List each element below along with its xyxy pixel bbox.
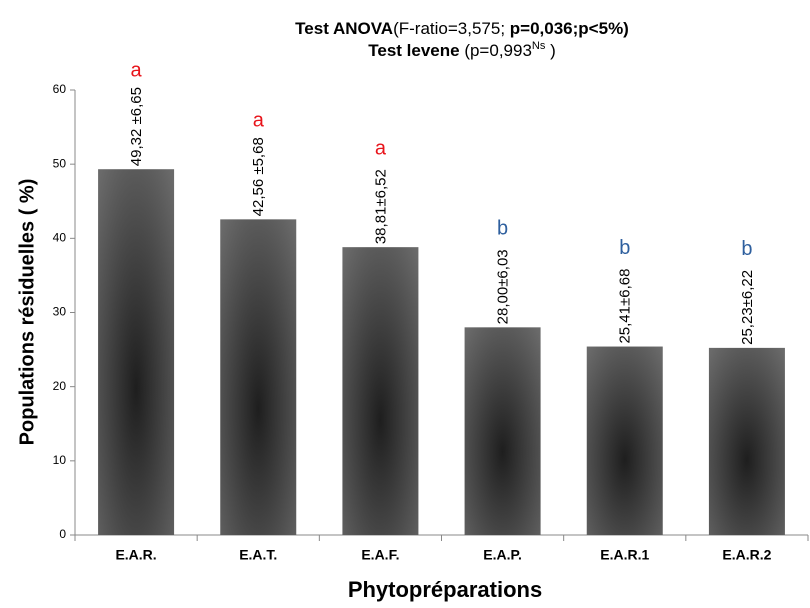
title-part: ): [545, 41, 555, 60]
y-tick-label: 10: [53, 453, 67, 467]
value-label: 25,23±6,22: [739, 270, 756, 345]
bar: [586, 346, 663, 535]
group-letter: a: [253, 110, 265, 132]
x-tick-label: E.A.F.: [361, 547, 399, 563]
title-part: Ns: [532, 40, 546, 52]
chart-title: Test ANOVA(F-ratio=3,575; p=0,036;p<5%): [295, 19, 629, 38]
y-axis-label: Populations résiduelles ( %): [16, 179, 38, 446]
value-label: 42,56 ±5,68: [250, 137, 267, 216]
title-part: (p=0,993: [460, 41, 532, 60]
value-label: 49,32 ±6,65: [128, 87, 145, 166]
group-letter: b: [497, 218, 508, 240]
bar: [342, 247, 419, 535]
group-letter: a: [131, 59, 143, 81]
bar: [220, 219, 297, 535]
title-part: Test levene: [368, 41, 459, 60]
x-axis-label: Phytopréparations: [348, 577, 542, 602]
y-tick-label: 30: [53, 305, 67, 319]
group-letter: b: [741, 238, 752, 260]
bar: [464, 327, 541, 535]
x-tick-label: E.A.R.: [115, 547, 156, 563]
group-letter: b: [619, 237, 630, 259]
x-tick-label: E.A.R.2: [722, 547, 771, 563]
y-tick-label: 50: [53, 156, 67, 170]
title-part: p=0,036;p<5%): [510, 19, 629, 38]
value-label: 25,41±6,68: [617, 269, 634, 344]
title-part: Test ANOVA: [295, 19, 393, 38]
group-letter: a: [375, 137, 387, 159]
y-tick-label: 40: [53, 231, 67, 245]
value-label: 38,81±6,52: [372, 169, 389, 244]
y-tick-label: 0: [59, 527, 66, 541]
chart-subtitle: Test levene (p=0,993Ns ): [368, 40, 556, 61]
y-tick-label: 60: [53, 82, 67, 96]
value-label: 28,00±6,03: [495, 249, 512, 324]
bar: [708, 347, 785, 535]
bar: [98, 169, 175, 535]
y-tick-label: 20: [53, 379, 67, 393]
x-tick-label: E.A.T.: [239, 547, 277, 563]
title-part: (F-ratio=3,575;: [393, 19, 510, 38]
x-tick-label: E.A.R.1: [600, 547, 649, 563]
x-tick-label: E.A.P.: [483, 547, 522, 563]
